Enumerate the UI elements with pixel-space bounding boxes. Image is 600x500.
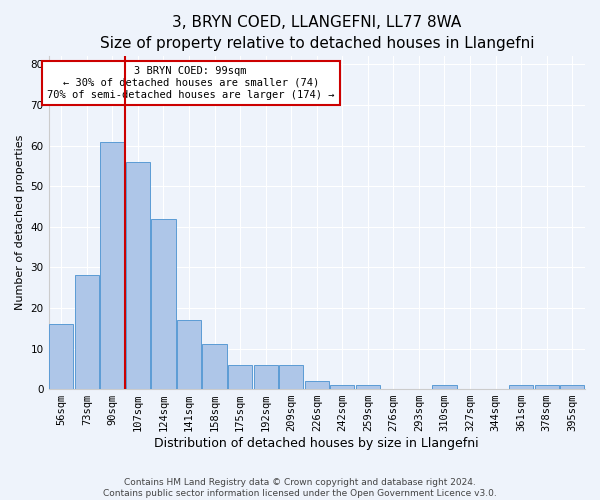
Bar (126, 162, 150, 389)
Bar (75, 276, 99, 389)
Y-axis label: Number of detached properties: Number of detached properties (15, 135, 25, 310)
Text: 3 BRYN COED: 99sqm
← 30% of detached houses are smaller (74)
70% of semi-detache: 3 BRYN COED: 99sqm ← 30% of detached hou… (47, 66, 334, 100)
Bar (100, 142, 125, 389)
Bar (177, 320, 201, 389)
Bar (509, 385, 533, 389)
Bar (330, 385, 355, 389)
Bar (202, 344, 227, 389)
Bar (560, 385, 584, 389)
Bar (228, 364, 252, 389)
Bar (356, 385, 380, 389)
Title: 3, BRYN COED, LLANGEFNI, LL77 8WA
Size of property relative to detached houses i: 3, BRYN COED, LLANGEFNI, LL77 8WA Size o… (100, 15, 534, 51)
Bar (433, 385, 457, 389)
Bar (279, 364, 304, 389)
Bar (151, 218, 176, 389)
Bar (254, 364, 278, 389)
X-axis label: Distribution of detached houses by size in Llangefni: Distribution of detached houses by size … (154, 437, 479, 450)
Bar (535, 385, 559, 389)
Bar (49, 324, 73, 389)
Text: Contains HM Land Registry data © Crown copyright and database right 2024.
Contai: Contains HM Land Registry data © Crown c… (103, 478, 497, 498)
Bar (305, 381, 329, 389)
